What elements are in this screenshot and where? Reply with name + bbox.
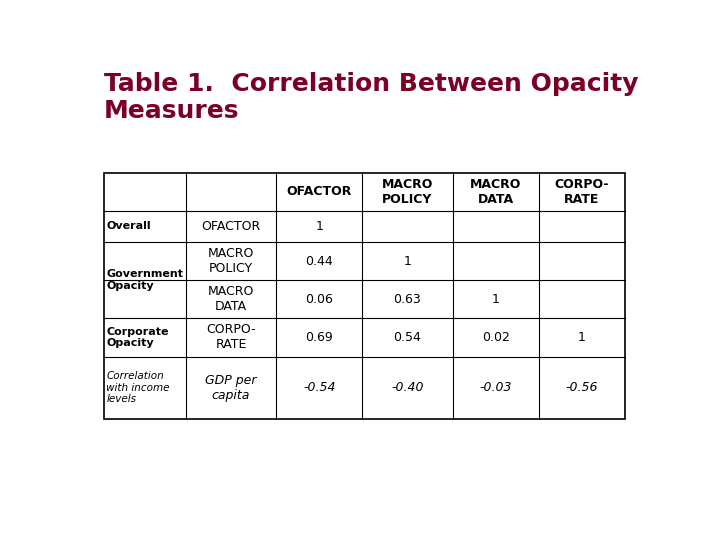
Text: 1: 1 <box>492 293 500 306</box>
Bar <box>104 173 625 419</box>
Text: MACRO
POLICY: MACRO POLICY <box>208 247 254 275</box>
Text: Correlation
with income
levels: Correlation with income levels <box>106 371 170 404</box>
Text: -0.03: -0.03 <box>480 381 512 394</box>
Text: CORPO-
RATE: CORPO- RATE <box>554 178 609 206</box>
Text: 1: 1 <box>577 331 585 344</box>
Text: OFACTOR: OFACTOR <box>202 220 261 233</box>
Text: OFACTOR: OFACTOR <box>287 185 352 198</box>
Text: Table 1.  Correlation Between Opacity
Measures: Table 1. Correlation Between Opacity Mea… <box>104 72 639 123</box>
Text: MACRO
DATA: MACRO DATA <box>470 178 521 206</box>
Text: 1: 1 <box>315 220 323 233</box>
Text: Government
Opacity: Government Opacity <box>106 269 183 291</box>
Text: -0.56: -0.56 <box>565 381 598 394</box>
Text: CORPO-
RATE: CORPO- RATE <box>206 323 256 352</box>
Text: Corporate
Opacity: Corporate Opacity <box>106 327 168 348</box>
Text: MACRO
DATA: MACRO DATA <box>208 285 254 313</box>
Text: MACRO
POLICY: MACRO POLICY <box>382 178 433 206</box>
Text: GDP per
capita: GDP per capita <box>205 374 257 402</box>
Text: 1: 1 <box>403 254 411 268</box>
Text: 0.54: 0.54 <box>393 331 421 344</box>
Text: 0.02: 0.02 <box>482 331 510 344</box>
Text: 0.69: 0.69 <box>305 331 333 344</box>
Text: 0.44: 0.44 <box>305 254 333 268</box>
Text: 0.06: 0.06 <box>305 293 333 306</box>
Text: -0.40: -0.40 <box>391 381 423 394</box>
Text: -0.54: -0.54 <box>303 381 336 394</box>
Text: Overall: Overall <box>106 221 150 232</box>
Text: 0.63: 0.63 <box>394 293 421 306</box>
